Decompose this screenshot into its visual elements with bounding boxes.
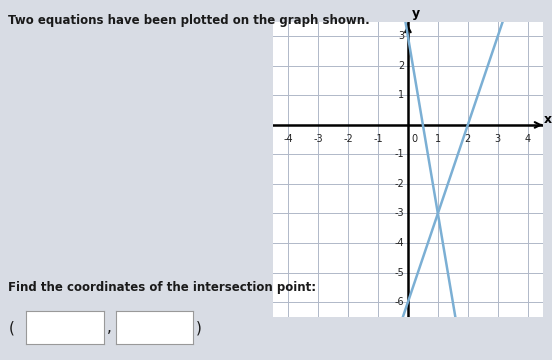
Text: 0: 0 — [412, 134, 418, 144]
Text: Find the coordinates of the intersection point:: Find the coordinates of the intersection… — [8, 281, 316, 294]
Text: -4: -4 — [395, 238, 404, 248]
Text: 3: 3 — [398, 31, 404, 41]
Text: 2: 2 — [398, 61, 404, 71]
Text: 4: 4 — [524, 134, 530, 144]
Text: 1: 1 — [435, 134, 441, 144]
Text: x: x — [544, 113, 552, 126]
Text: 1: 1 — [398, 90, 404, 100]
Text: 3: 3 — [495, 134, 501, 144]
Text: -5: -5 — [395, 267, 404, 278]
Text: -4: -4 — [283, 134, 293, 144]
Text: -6: -6 — [395, 297, 404, 307]
Text: 2: 2 — [465, 134, 471, 144]
Text: Two equations have been plotted on the graph shown.: Two equations have been plotted on the g… — [8, 14, 370, 27]
Text: -1: -1 — [395, 149, 404, 159]
Text: -3: -3 — [395, 208, 404, 219]
Text: y: y — [412, 7, 420, 20]
Text: -1: -1 — [373, 134, 383, 144]
Text: ,: , — [107, 320, 112, 335]
Text: -3: -3 — [314, 134, 323, 144]
Text: -2: -2 — [343, 134, 353, 144]
Text: -2: -2 — [395, 179, 404, 189]
Text: (: ( — [8, 320, 14, 335]
Text: ): ) — [196, 320, 202, 335]
